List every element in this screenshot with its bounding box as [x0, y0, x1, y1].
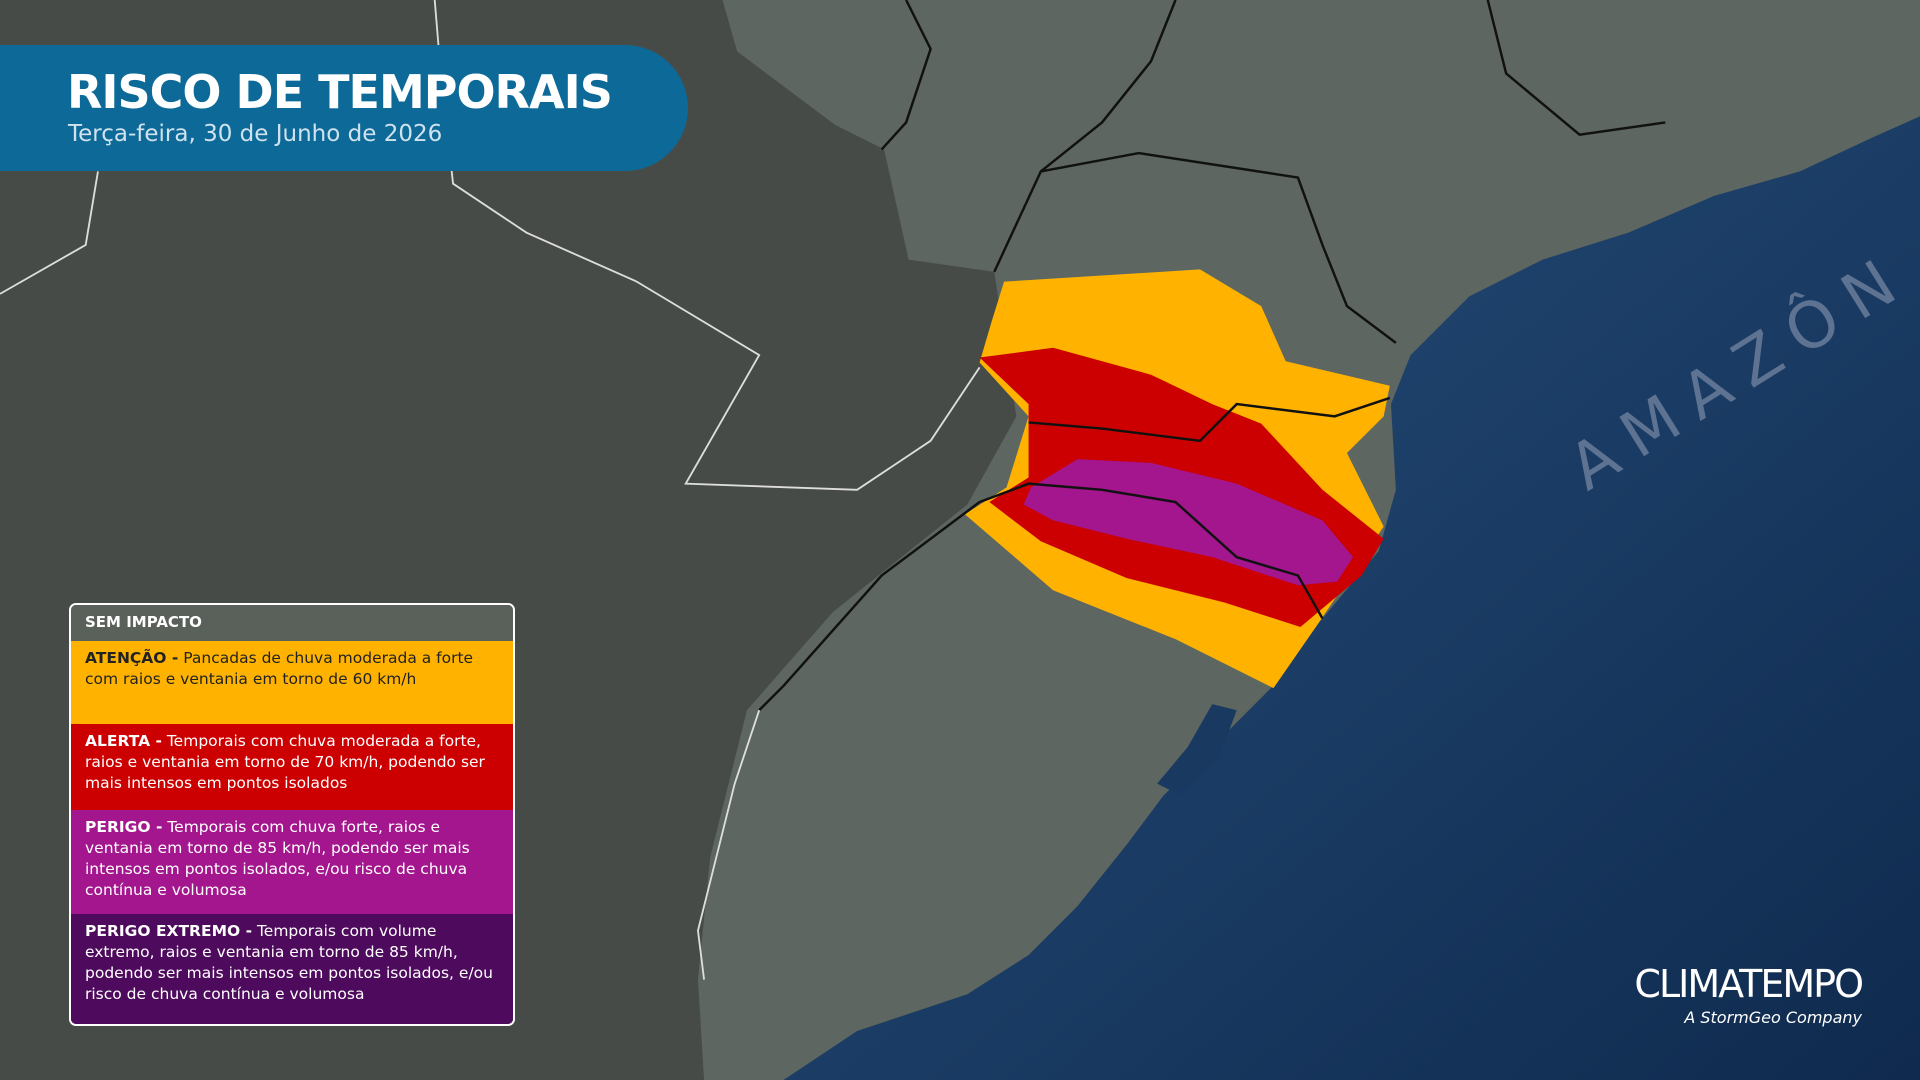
legend-item: ALERTA - Temporais com chuva moderada a …: [71, 724, 513, 810]
ocean: [783, 116, 1920, 1080]
legend-label: PERIGO EXTREMO -: [85, 922, 253, 940]
legend-label: ATENÇÃO -: [85, 649, 179, 667]
legend-title: SEM IMPACTO: [71, 605, 513, 641]
logo-tagline: A StormGeo Company: [1684, 1008, 1862, 1027]
legend-label: ALERTA -: [85, 732, 162, 750]
lagoon: [1157, 704, 1237, 796]
legend-text: Temporais com chuva moderada a forte, ra…: [85, 732, 485, 792]
state-borders: [758, 0, 1666, 712]
header: RISCO DE TEMPORAIS Terça-feira, 30 de Ju…: [0, 45, 688, 171]
legend-label: PERIGO -: [85, 818, 163, 836]
legend-text: Temporais com volume extremo, raios e ve…: [85, 922, 493, 1003]
logo: CLIMATEMPO A StormGeo Company: [1634, 962, 1864, 1027]
legend-item: PERIGO EXTREMO - Temporais com volume ex…: [71, 914, 513, 1024]
title: RISCO DE TEMPORAIS: [67, 65, 613, 119]
logo-name: CLIMATEMPO: [1634, 962, 1864, 1006]
legend-text: Pancadas de chuva moderada a forte com r…: [85, 649, 474, 688]
legend-item: PERIGO - Temporais com chuva forte, raio…: [71, 810, 513, 914]
legend: SEM IMPACTO ATENÇÃO - Pancadas de chuva …: [69, 603, 515, 1026]
subtitle: Terça-feira, 30 de Junho de 2026: [68, 121, 443, 147]
legend-item: ATENÇÃO - Pancadas de chuva moderada a f…: [71, 641, 513, 724]
legend-text: Temporais com chuva forte, raios e venta…: [85, 818, 470, 899]
